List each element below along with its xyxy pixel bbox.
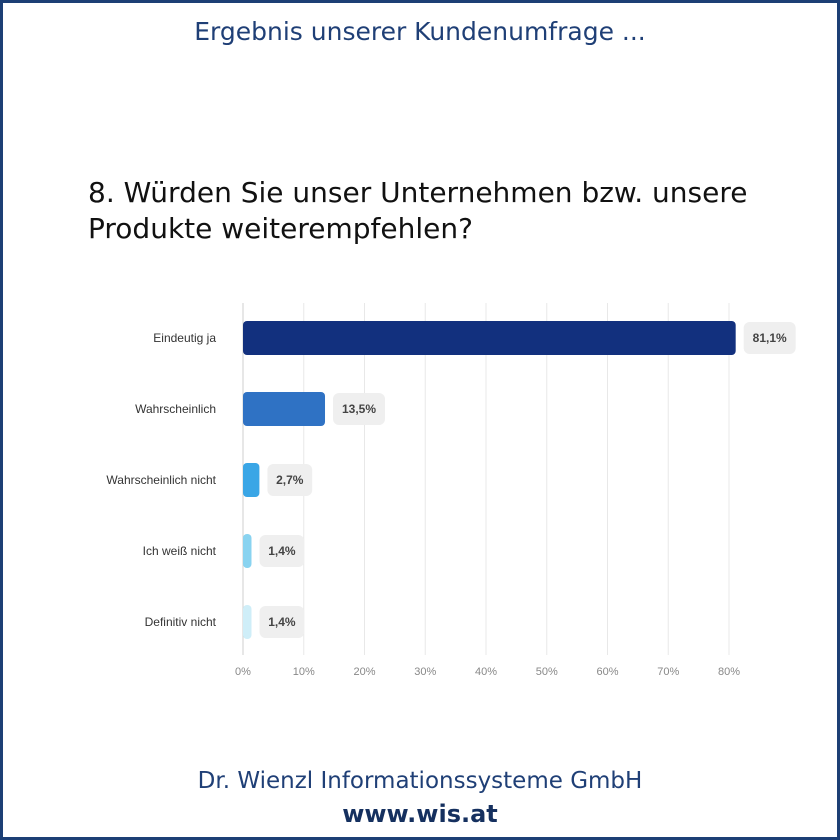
x-tick-label: 40% (475, 666, 497, 678)
x-tick-label: 30% (414, 666, 436, 678)
value-label: 2,7% (276, 473, 304, 487)
question-line-2: Produkte weiterempfehlen? (88, 212, 473, 245)
value-badge (267, 464, 313, 496)
bar-2 (243, 463, 260, 497)
x-tick-label: 10% (293, 666, 315, 678)
grid-layer (242, 303, 730, 655)
value-label: 1,4% (268, 544, 296, 558)
question-title: 8. Würden Sie unser Unternehmen bzw. uns… (88, 175, 788, 247)
x-tick-label: 20% (353, 666, 375, 678)
label-layer: 0% 10% 20% 30% 40% 50% 60% 70% 80% Eindeutig ja 81… (106, 322, 796, 678)
header-title: Ergebnis unserer Kundenumfrage ... (194, 17, 646, 46)
question-line-1: 8. Würden Sie unser Unternehmen bzw. uns… (88, 176, 748, 209)
category-label: Definitiv nicht (145, 615, 217, 629)
x-tick-label: 60% (596, 666, 618, 678)
footer-url: www.wis.at (342, 800, 498, 828)
value-badge (259, 535, 305, 567)
x-tick-label: 50% (536, 666, 558, 678)
category-label: Eindeutig ja (153, 331, 216, 345)
bar-4 (243, 605, 252, 639)
x-tick-label: 80% (718, 666, 740, 678)
category-label: Wahrscheinlich nicht (106, 473, 216, 487)
value-label: 81,1% (753, 331, 787, 345)
value-badge (333, 393, 386, 425)
bar-0 (243, 321, 736, 355)
value-label: 1,4% (268, 615, 296, 629)
value-badge (743, 322, 796, 354)
category-label: Ich weiß nicht (143, 544, 217, 558)
bar-1 (243, 392, 326, 426)
bar-layer (243, 321, 736, 639)
footer-company: Dr. Wienzl Informationssysteme GmbH (197, 768, 643, 794)
value-label: 13,5% (342, 402, 376, 416)
value-badge (259, 606, 305, 638)
bar-3 (243, 534, 252, 568)
x-tick-label: 0% (235, 666, 251, 678)
category-label: Wahrscheinlich (135, 402, 216, 416)
x-tick-label: 70% (657, 666, 679, 678)
